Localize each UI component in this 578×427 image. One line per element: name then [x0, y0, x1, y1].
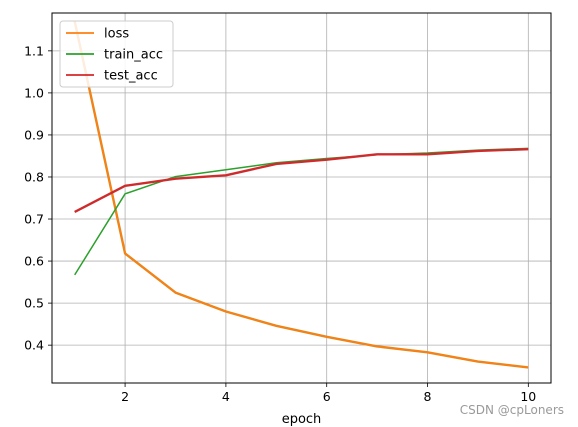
y-tick-label: 0.9 [24, 127, 44, 142]
y-tick-label: 0.6 [24, 254, 44, 269]
series-lines [73, 21, 529, 369]
x-tick-label: 4 [222, 389, 230, 404]
plot-frame [51, 12, 552, 384]
y-tick-label: 0.4 [24, 338, 44, 353]
x-tick-label: 8 [424, 389, 432, 404]
series-line-test-acc [74, 148, 529, 213]
y-tick-label: 1.0 [24, 85, 44, 100]
y-tick-label: 1.1 [24, 43, 44, 58]
legend-label-test-acc: test_acc [104, 69, 158, 84]
legend: loss train_acc test_acc [59, 20, 174, 88]
series-edge-test-acc [74, 148, 529, 213]
series-line-train-acc [74, 147, 529, 276]
y-tick-label: 0.8 [24, 169, 44, 184]
legend-box [59, 20, 174, 88]
series-line-loss [73, 21, 529, 369]
x-axis-label: epoch [282, 412, 322, 427]
axis-ticks: 2 4 6 8 10 0.4 0.5 0.6 0.7 0.8 0.9 1.0 1.1 [24, 43, 536, 404]
legend-label-loss: loss [104, 27, 129, 42]
y-tick-label: 0.7 [24, 212, 44, 227]
grid-lines [52, 13, 551, 383]
x-tick-label: 10 [520, 389, 536, 404]
y-tick-label: 0.5 [24, 296, 44, 311]
watermark: CSDN @cpLoners [459, 403, 564, 417]
legend-label-train-acc: train_acc [104, 48, 163, 63]
x-tick-label: 2 [121, 389, 129, 404]
x-tick-label: 6 [323, 389, 331, 404]
